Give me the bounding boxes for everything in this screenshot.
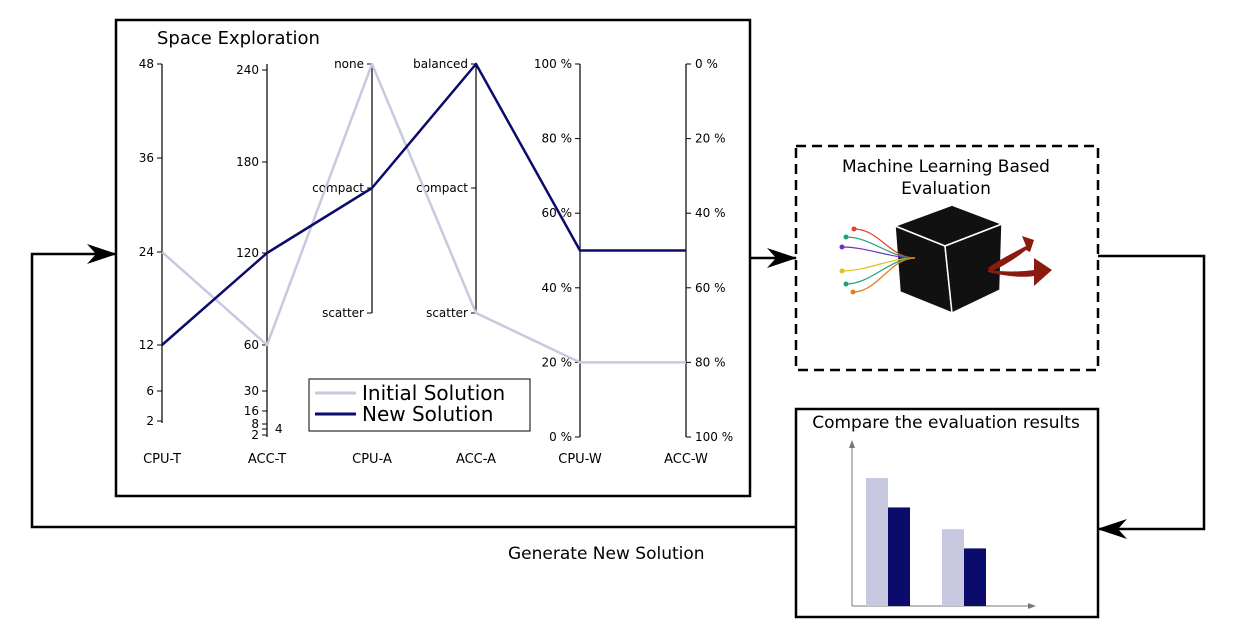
tick-label: 100 %	[695, 430, 733, 444]
tick-label: 4	[275, 422, 283, 436]
axis-label: CPU-T	[143, 452, 181, 467]
compare-title: Compare the evaluation results	[812, 413, 1080, 433]
input-feature-dot	[839, 244, 845, 250]
input-feature-dot	[839, 268, 845, 274]
tick-label: 6	[146, 384, 154, 398]
axis-label: ACC-A	[456, 452, 496, 467]
tick-label: 30	[244, 384, 259, 398]
tick-label: 16	[244, 404, 259, 418]
compare-panel	[794, 407, 1100, 619]
axis-label: CPU-A	[352, 452, 392, 467]
evaluation-panel	[794, 144, 1100, 372]
tick-label: 40 %	[542, 281, 573, 295]
loop-label: Generate New Solution	[508, 544, 705, 564]
axis-cpu-t: CPU-T 48 36 24 12 6 2	[139, 57, 181, 467]
tick-label: 60	[244, 338, 259, 352]
tick-label: 60 %	[542, 206, 573, 220]
legend-label-initial: Initial Solution	[362, 381, 505, 405]
compare-bar	[888, 507, 910, 606]
input-features-icon	[839, 226, 916, 295]
tick-label: 24	[139, 245, 154, 259]
axis-acc-t: ACC-T 240 180 120 60 30 168 4 2	[236, 63, 286, 467]
tick-label: compact	[416, 181, 468, 195]
tick-label: 100 %	[534, 57, 572, 71]
compare-bars	[866, 478, 986, 606]
input-feature-line	[852, 257, 916, 293]
tick-label: 48	[139, 57, 154, 71]
compare-bar	[964, 548, 986, 606]
tick-label: 2	[146, 414, 154, 428]
tick-label: 180	[236, 155, 259, 169]
axis-cpu-w: CPU-W 100 % 80 % 60 % 40 % 20 % 0 %	[534, 57, 602, 467]
tick-label: 120	[236, 246, 259, 260]
compare-bar	[942, 529, 964, 606]
tick-label: 2	[251, 428, 259, 442]
legend-box	[308, 378, 531, 432]
black-box-cube-icon	[892, 204, 1005, 315]
tick-label: 8	[251, 417, 259, 431]
axis-acc-w: ACC-W 0 % 20 % 40 % 60 % 80 % 100 %	[664, 57, 733, 467]
input-feature-dot	[843, 234, 849, 240]
legend: Initial Solution New Solution	[308, 378, 531, 432]
tick-label: compact	[312, 181, 364, 195]
evaluation-title-line2: Evaluation	[901, 179, 991, 199]
evaluation-title-line1: Machine Learning Based	[842, 157, 1050, 177]
tick-label: scatter	[322, 306, 364, 320]
tick-label: none	[334, 57, 364, 71]
arrow-compare-to-exploration	[30, 244, 796, 529]
series-line-initial	[161, 62, 686, 364]
output-arrow-icon	[988, 236, 1052, 286]
compare-x-arrowhead	[1028, 603, 1036, 609]
tick-label: 60 %	[695, 281, 726, 295]
tick-label: 0 %	[549, 430, 572, 444]
axis-label: ACC-W	[664, 452, 708, 467]
compare-bar	[866, 478, 888, 606]
tick-label: scatter	[426, 306, 468, 320]
series-line-new	[161, 62, 686, 346]
arrow-evaluation-to-compare	[1097, 254, 1206, 539]
solution-lines	[161, 62, 686, 364]
tick-label: 0 %	[695, 57, 718, 71]
tick-label: 20 %	[695, 132, 726, 146]
tick-label: 20 %	[542, 355, 573, 369]
axis-acc-a: ACC-A balanced compact scatter	[413, 57, 496, 467]
input-feature-dot	[851, 226, 857, 232]
axis-label: ACC-T	[248, 452, 286, 467]
tick-label: balanced	[413, 57, 468, 71]
axis-label: CPU-W	[558, 452, 602, 467]
tick-label: 12	[139, 338, 154, 352]
compare-y-arrowhead	[849, 440, 855, 448]
legend-label-new: New Solution	[362, 402, 493, 426]
tick-label: 36	[139, 151, 154, 165]
input-feature-dot	[843, 281, 849, 287]
tick-label: 80 %	[695, 355, 726, 369]
tick-label: 40 %	[695, 206, 726, 220]
tick-label: 80 %	[542, 132, 573, 146]
exploration-title: Space Exploration	[157, 28, 320, 49]
input-feature-line	[841, 246, 916, 259]
input-feature-dot	[850, 289, 856, 295]
tick-label: 240	[236, 63, 259, 77]
